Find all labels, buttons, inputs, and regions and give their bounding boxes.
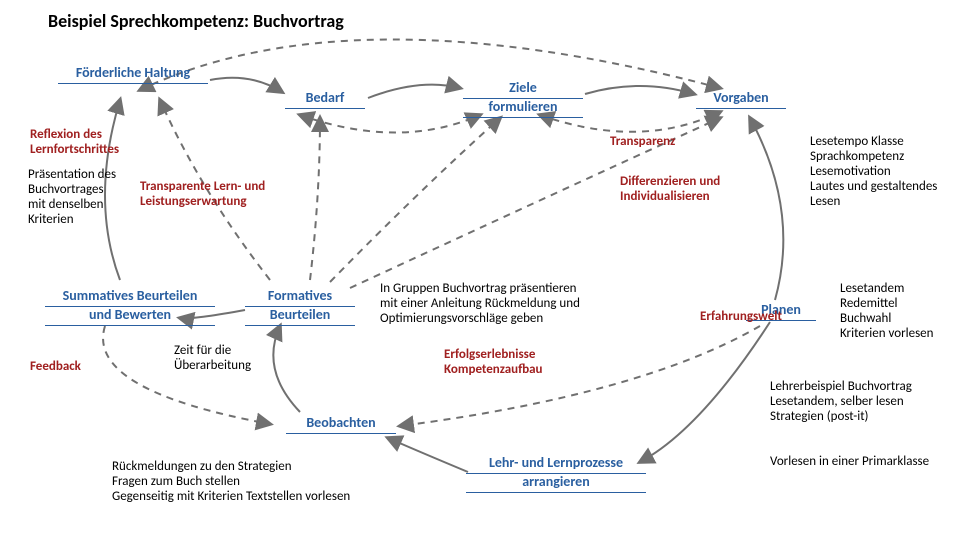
node-haltung: Förderliche Haltung	[58, 65, 208, 84]
node-arrangieren: Lehr- und Lernprozessearrangieren	[466, 455, 646, 493]
node-haltung-label: Förderliche Haltung	[58, 65, 208, 84]
node-formativ: FormativesBeurteilen	[245, 288, 355, 326]
node-ziele-label2: formulieren	[463, 99, 583, 118]
annotation-transparenz: Transparenz	[610, 135, 675, 150]
node-formativ-label2: Beurteilen	[245, 307, 355, 326]
annotation-lesetandem: LesetandemRedemittelBuchwahlKriterien vo…	[840, 282, 933, 342]
node-beobachten: Beobachten	[286, 415, 396, 434]
node-formativ-label: Formatives	[245, 288, 355, 307]
arrow-8	[310, 118, 320, 280]
annotation-vorlesen: Vorlesen in einer Primarklasse	[770, 455, 929, 470]
arrow-17	[103, 326, 270, 424]
arrow-9	[330, 118, 500, 282]
node-ziele-label: Ziele	[463, 80, 583, 99]
node-summativ: Summatives Beurteilenund Bewerten	[45, 288, 215, 326]
page-title: Beispiel Sprechkompetenz: Buchvortrag	[48, 10, 344, 32]
arrow-0	[210, 78, 282, 92]
arrow-2	[585, 86, 694, 94]
annotation-transparente: Transparente Lern- undLeistungserwartung	[140, 180, 265, 210]
annotation-erfahrung: Erfahrungswelt	[700, 310, 782, 325]
node-vorgaben-label: Vorgaben	[696, 90, 786, 109]
annotation-lesetempo: Lesetempo KlasseSprachkompetenzLesemotiv…	[810, 135, 960, 210]
arrow-3	[140, 39, 720, 90]
node-bedarf: Bedarf	[285, 90, 365, 109]
annotation-differenz: Differenzieren undIndividualisieren	[620, 175, 720, 205]
node-summativ-label: Summatives Beurteilen	[45, 288, 215, 307]
node-vorgaben: Vorgaben	[696, 90, 786, 109]
annotation-lehrerbsp: Lehrerbeispiel BuchvortragLesetandem, se…	[770, 380, 912, 425]
arrow-15	[273, 326, 300, 412]
arrow-1	[368, 85, 460, 98]
arrow-14	[388, 438, 468, 472]
node-ziele: Zieleformulieren	[463, 80, 583, 118]
annotation-feedback: Feedback	[30, 360, 81, 375]
arrow-11	[750, 118, 783, 300]
node-arrangieren-label2: arrangieren	[466, 474, 646, 493]
node-arrangieren-label: Lehr- und Lernprozesse	[466, 455, 646, 474]
arrow-4	[300, 115, 480, 133]
node-bedarf-label: Bedarf	[285, 90, 365, 109]
annotation-zeit: Zeit für dieÜberarbeitung	[174, 344, 251, 374]
annotation-reflexion: Reflexion desLernfortschrittes	[30, 128, 119, 158]
annotation-rueckmeld: Rückmeldungen zu den StrategienFragen zu…	[112, 460, 350, 505]
annotation-praesentation: Präsentation desBuchvortragesmit denselb…	[28, 168, 116, 228]
annotation-gruppen: In Gruppen Buchvortrag präsentierenmit e…	[380, 282, 580, 327]
node-summativ-label2: und Bewerten	[45, 307, 215, 326]
arrow-12	[640, 322, 770, 462]
node-beobachten-label: Beobachten	[286, 415, 396, 434]
annotation-erfolg: ErfolgserlebnisseKompetenzaufbau	[444, 348, 543, 378]
